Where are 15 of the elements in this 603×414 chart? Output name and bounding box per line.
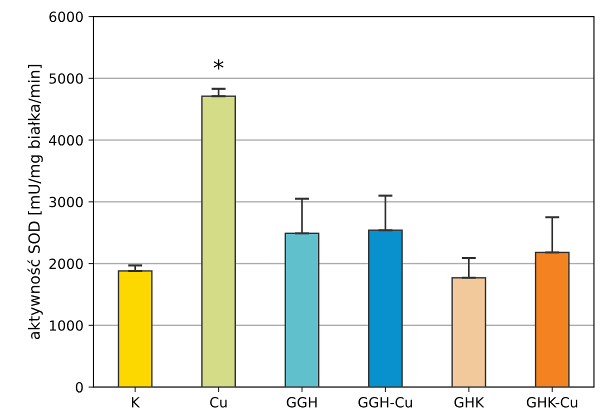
y-tick-label: 2000 — [49, 258, 83, 270]
x-tick-label: GHK-Cu — [526, 397, 578, 408]
y-tick-label: 6000 — [49, 12, 83, 22]
annotation: * — [214, 59, 224, 70]
x-tick-label: K — [132, 397, 140, 408]
y-axis-title: aktywność SOD [mU/mg białka/min] — [27, 64, 43, 340]
y-tick-label: 1000 — [50, 320, 83, 331]
y-tick-label: 5000 — [49, 73, 83, 84]
y-tick-label: 4000 — [49, 135, 83, 146]
x-tick-label: GHK — [454, 397, 484, 408]
x-tick-label: GGH-Cu — [358, 397, 412, 408]
y-tick-label: 0 — [76, 382, 83, 393]
x-tick-label: GGH — [286, 397, 317, 408]
y-tick-label: 3000 — [49, 196, 83, 208]
x-tick-label: Cu — [210, 397, 227, 408]
